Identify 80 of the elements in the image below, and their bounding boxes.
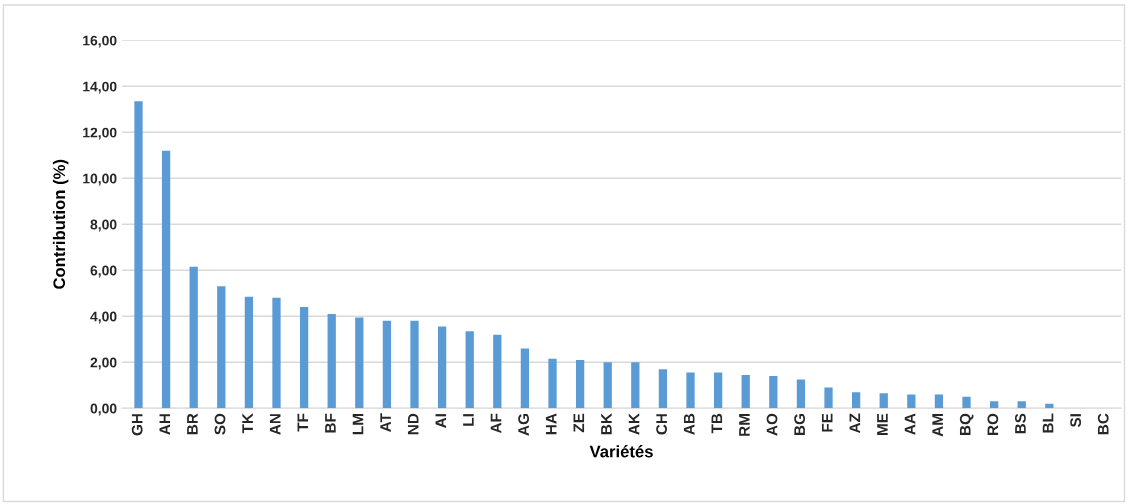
x-tick-label: AO xyxy=(766,413,778,436)
x-tick-label: BQ xyxy=(959,413,974,435)
bar xyxy=(299,307,309,409)
x-tick-label: AT xyxy=(380,413,391,432)
x-tick-label: ND xyxy=(407,413,419,435)
bar xyxy=(217,286,226,409)
bar xyxy=(603,362,612,409)
x-tick-label: AB xyxy=(683,413,695,435)
x-tick-label: AF xyxy=(490,413,502,434)
x-tick-label: TB xyxy=(711,413,723,434)
y-tick-label: 2,00 xyxy=(90,357,117,370)
x-tick-label: BL xyxy=(1042,413,1054,433)
x-tick-label: AM xyxy=(932,414,943,437)
x-tick-label: BK xyxy=(601,413,612,435)
x-tick-label: BS xyxy=(1015,413,1026,434)
x-tick-label: ZE xyxy=(573,413,585,433)
bar xyxy=(631,362,640,409)
y-tick-label: 10,00 xyxy=(83,173,117,186)
x-tick-label: RO xyxy=(987,413,999,435)
x-tick-label: FE xyxy=(821,413,833,432)
x-tick-label: TK xyxy=(242,413,253,434)
x-tick-label: AH xyxy=(159,414,171,435)
bar xyxy=(989,401,999,409)
bar xyxy=(879,393,888,409)
bar xyxy=(382,320,392,409)
x-tick-label: BG xyxy=(794,414,806,435)
y-tick-label: 4,00 xyxy=(90,311,117,324)
bar xyxy=(437,326,447,409)
y-tick-label: 8,00 xyxy=(90,219,117,232)
x-tick-label: AG xyxy=(518,414,530,436)
x-tick-label: BF xyxy=(325,413,336,433)
bar xyxy=(1017,401,1026,409)
y-tick-label: 16,00 xyxy=(83,35,117,48)
bar xyxy=(713,372,723,409)
x-tick-label: BR xyxy=(187,413,198,435)
bar xyxy=(907,394,916,409)
x-tick-label: AA xyxy=(904,413,916,435)
bar xyxy=(410,320,419,409)
bar xyxy=(824,387,833,409)
x-tick-label: BC xyxy=(1097,413,1109,435)
x-tick-label: SO xyxy=(214,413,226,435)
bar xyxy=(161,150,171,409)
bar xyxy=(575,359,585,409)
bar xyxy=(244,296,254,409)
x-tick-label: GH xyxy=(131,414,143,436)
x-tick-label: RM xyxy=(739,414,750,436)
x-tick-label: AK xyxy=(628,413,640,435)
bar xyxy=(355,317,364,409)
bar xyxy=(327,313,336,409)
bar xyxy=(134,101,143,409)
bar xyxy=(658,369,668,409)
y-tick-label: 0,00 xyxy=(90,403,117,416)
x-tick-label: ME xyxy=(877,413,888,435)
x-tick-label: HA xyxy=(545,413,557,435)
x-tick-label: AN xyxy=(269,414,281,435)
bar xyxy=(189,266,198,409)
x-tick-label: AZ xyxy=(849,413,861,434)
x-tick-label: CH xyxy=(656,414,668,435)
y-tick-label: 6,00 xyxy=(90,265,117,278)
bar xyxy=(934,394,944,409)
x-axis-title: Variétés xyxy=(589,445,653,458)
bar xyxy=(548,358,557,409)
y-tick-label: 14,00 xyxy=(83,81,117,94)
bar xyxy=(493,334,502,409)
bar xyxy=(769,376,778,409)
bar xyxy=(686,372,695,409)
x-tick-label: AI xyxy=(435,414,447,428)
x-tick-label: SI xyxy=(1070,414,1082,428)
bar xyxy=(272,297,281,409)
bar xyxy=(796,379,806,409)
x-tick-label: LI xyxy=(463,414,474,426)
bar xyxy=(851,392,861,409)
bar xyxy=(520,348,530,409)
bar xyxy=(962,396,971,409)
x-tick-label: LM xyxy=(352,414,364,435)
bar xyxy=(741,374,750,409)
bar xyxy=(465,331,474,409)
y-tick-label: 12,00 xyxy=(83,127,117,140)
y-axis-title: Contribution (%) xyxy=(52,159,69,289)
x-tick-label: TF xyxy=(297,413,309,432)
